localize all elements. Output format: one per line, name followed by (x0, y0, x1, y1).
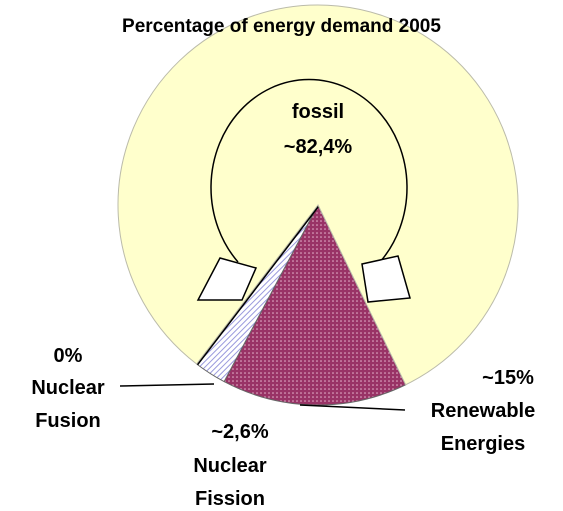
circular-arrow (196, 78, 411, 303)
category-label: Nuclear Fission (193, 455, 267, 510)
leader-line (299, 404, 406, 411)
category-label: Renewable Energies (430, 400, 536, 455)
leader-line (119, 383, 215, 387)
value-label: ~2,6% (211, 421, 269, 443)
value-label: 0% (53, 345, 83, 367)
category-label: Nuclear Fusion (31, 377, 105, 432)
category-label: fossil (291, 101, 345, 123)
value-label: ~82,4% (283, 136, 353, 158)
value-label: ~15% (482, 367, 534, 389)
chart-title: Percentage of energy demand 2005 (122, 16, 441, 37)
